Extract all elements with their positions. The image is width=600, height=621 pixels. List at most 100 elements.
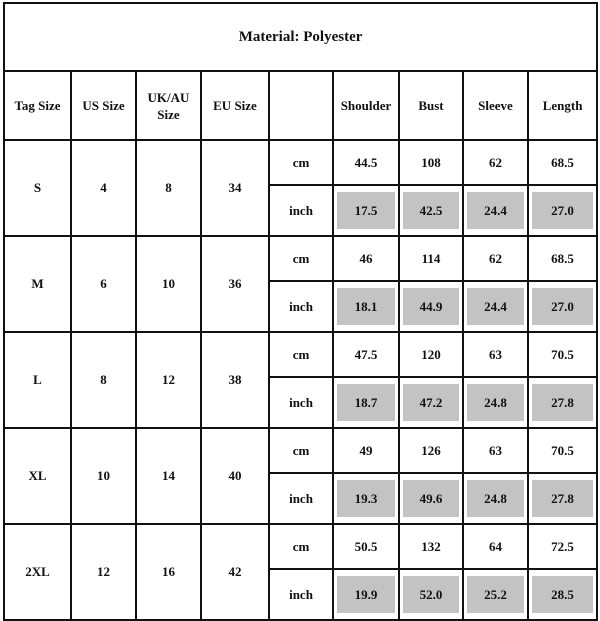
measurement-cell: 25.2 xyxy=(462,568,529,621)
measurement-cell: 28.5 xyxy=(526,568,599,621)
measurement-cell: 44.9 xyxy=(398,280,464,333)
size-eu-cell: 34 xyxy=(200,139,270,237)
size-uk-cell: 16 xyxy=(135,523,202,621)
measurement-value: 42.5 xyxy=(403,192,459,229)
column-header: US Size xyxy=(70,70,137,141)
column-header: EU Size xyxy=(200,70,270,141)
size-us-cell: 4 xyxy=(70,139,137,237)
size-us-cell: 6 xyxy=(70,235,137,333)
measurement-cell: 50.5 xyxy=(332,523,400,570)
measurement-cell: 19.3 xyxy=(332,472,400,525)
measurement-cell: 49 xyxy=(332,427,400,474)
measurement-cell: 49.6 xyxy=(398,472,464,525)
measurement-value: 27.0 xyxy=(532,288,594,325)
measurement-cell: 126 xyxy=(398,427,464,474)
table-row: inch 19.9 52.0 25.2 28.5 xyxy=(4,568,599,621)
measurement-cell: 63 xyxy=(462,427,529,474)
measurement-value: 27.0 xyxy=(532,192,594,229)
measurement-value: 18.7 xyxy=(337,384,395,421)
table-row: S 4 8 34 cm 44.5 108 62 68.5 xyxy=(3,139,599,237)
measurement-value: 27.8 xyxy=(532,480,594,517)
size-us-cell: 8 xyxy=(70,331,137,429)
measurement-value: 19.3 xyxy=(337,480,395,517)
size-tag-cell: M xyxy=(3,235,72,333)
measurement-value: 49.6 xyxy=(403,480,459,517)
size-tag-cell: S xyxy=(3,139,72,237)
measurement-cell: 62 xyxy=(462,235,529,282)
measurement-cell: 63 xyxy=(462,331,529,378)
measurement-cell: 47.2 xyxy=(398,376,464,429)
measurement-value: 24.8 xyxy=(467,384,524,421)
column-header: Bust xyxy=(398,70,464,141)
measurement-value: 17.5 xyxy=(337,192,395,229)
measurement-cell: 120 xyxy=(398,331,464,378)
unit-label: inch xyxy=(268,376,334,429)
unit-label: inch xyxy=(268,280,334,333)
measurement-value: 24.4 xyxy=(467,288,524,325)
column-header: Sleeve xyxy=(462,70,529,141)
unit-label: inch xyxy=(268,184,334,237)
measurement-cell: 52.0 xyxy=(398,568,464,621)
table-row: M 6 10 36 cm 46 114 62 68.5 xyxy=(3,235,599,333)
size-us-cell: 12 xyxy=(70,523,137,621)
measurement-value: 27.8 xyxy=(532,384,594,421)
measurement-value: 44.9 xyxy=(403,288,459,325)
size-uk-cell: 12 xyxy=(135,331,202,429)
measurement-cell: 132 xyxy=(398,523,464,570)
measurement-cell: 114 xyxy=(398,235,464,282)
measurement-cell: 70.5 xyxy=(526,331,599,378)
measurement-cell: 42.5 xyxy=(398,184,464,237)
measurement-cell: 44.5 xyxy=(332,139,400,186)
unit-label: inch xyxy=(268,568,334,621)
measurement-value: 47.2 xyxy=(403,384,459,421)
measurement-cell: 24.8 xyxy=(462,376,529,429)
unit-label: cm xyxy=(268,523,334,570)
table-row: XL 10 14 40 cm 49 126 63 70.5 xyxy=(3,427,599,525)
size-uk-cell: 14 xyxy=(135,427,202,525)
size-us-cell: 10 xyxy=(70,427,137,525)
size-uk-cell: 8 xyxy=(135,139,202,237)
size-eu-cell: 42 xyxy=(200,523,270,621)
size-uk-cell: 10 xyxy=(135,235,202,333)
measurement-cell: 68.5 xyxy=(526,235,599,282)
measurement-value: 52.0 xyxy=(403,576,459,613)
measurement-cell: 27.0 xyxy=(526,280,599,333)
measurement-cell: 18.7 xyxy=(332,376,400,429)
measurement-cell: 72.5 xyxy=(526,523,599,570)
measurement-cell: 24.4 xyxy=(462,280,529,333)
size-tag-cell: L xyxy=(3,331,72,429)
size-tag-cell: 2XL xyxy=(3,523,72,621)
measurement-cell: 47.5 xyxy=(332,331,400,378)
table-row: inch 19.3 49.6 24.8 27.8 xyxy=(4,472,599,525)
measurement-value: 19.9 xyxy=(337,576,395,613)
unit-label: cm xyxy=(268,139,334,186)
size-tag-cell: XL xyxy=(3,427,72,525)
size-eu-cell: 36 xyxy=(200,235,270,333)
measurement-value: 24.4 xyxy=(467,192,524,229)
size-eu-cell: 40 xyxy=(200,427,270,525)
measurement-cell: 64 xyxy=(462,523,529,570)
table-row: L 8 12 38 cm 47.5 120 63 70.5 xyxy=(3,331,599,429)
table-row: inch 18.1 44.9 24.4 27.0 xyxy=(4,280,599,333)
unit-label: inch xyxy=(268,472,334,525)
measurement-value: 24.8 xyxy=(467,480,524,517)
unit-label: cm xyxy=(268,235,334,282)
measurement-cell: 17.5 xyxy=(332,184,400,237)
measurement-cell: 46 xyxy=(332,235,400,282)
column-header xyxy=(268,70,334,141)
measurement-value: 28.5 xyxy=(532,576,594,613)
table-row: inch 18.7 47.2 24.8 27.8 xyxy=(4,376,599,429)
measurement-cell: 27.8 xyxy=(526,472,599,525)
table-title: Material: Polyester xyxy=(2,2,599,72)
measurement-cell: 68.5 xyxy=(526,139,599,186)
measurement-cell: 108 xyxy=(398,139,464,186)
column-header: Length xyxy=(526,70,599,141)
measurement-cell: 27.8 xyxy=(526,376,599,429)
size-eu-cell: 38 xyxy=(200,331,270,429)
measurement-value: 18.1 xyxy=(337,288,395,325)
measurement-cell: 62 xyxy=(462,139,529,186)
measurement-cell: 24.4 xyxy=(462,184,529,237)
measurement-cell: 18.1 xyxy=(332,280,400,333)
measurement-cell: 24.8 xyxy=(462,472,529,525)
